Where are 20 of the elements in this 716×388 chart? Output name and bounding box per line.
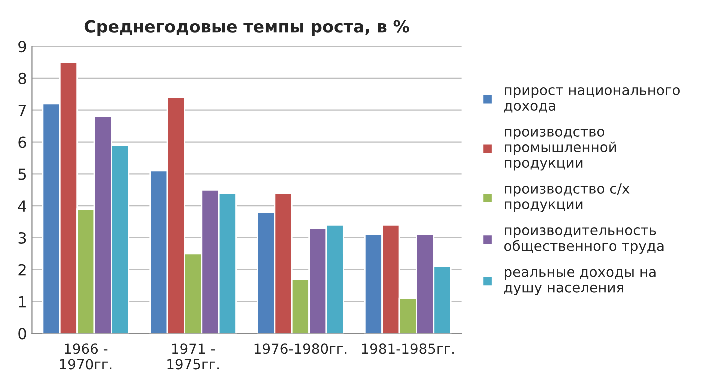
y-tick-label: 8 xyxy=(18,72,26,84)
y-tick-label: 4 xyxy=(18,200,26,212)
y-tick-label: 9 xyxy=(18,41,26,53)
y-tick-label: 6 xyxy=(18,136,26,148)
y-tick-label: 0 xyxy=(18,328,26,340)
legend-label: прирост национального дохода xyxy=(504,87,680,113)
legend-label: производительность общественного труда xyxy=(504,228,664,254)
y-tick-label: 5 xyxy=(18,168,26,180)
y-tick-label: 2 xyxy=(18,264,26,276)
x-tick-label: 1966 - 1970гг. xyxy=(60,344,112,370)
y-tick-label: 3 xyxy=(18,232,26,244)
x-tick-label: 1981-1985гг. xyxy=(362,344,454,354)
legend-label: производство с/х продукции xyxy=(505,184,630,212)
legend-label: реальные доходы на душу населения xyxy=(504,269,656,296)
legend-label: производство промышленной продукции xyxy=(505,128,616,171)
x-tick-label: 1971 - 1975гг. xyxy=(168,344,219,370)
chart-title: Среднегодовые темпы роста, в % xyxy=(84,20,410,36)
x-tick-label: 1976-1980гг. xyxy=(254,344,347,354)
y-tick-label: 1 xyxy=(19,296,26,308)
y-tick-label: 7 xyxy=(18,105,26,116)
